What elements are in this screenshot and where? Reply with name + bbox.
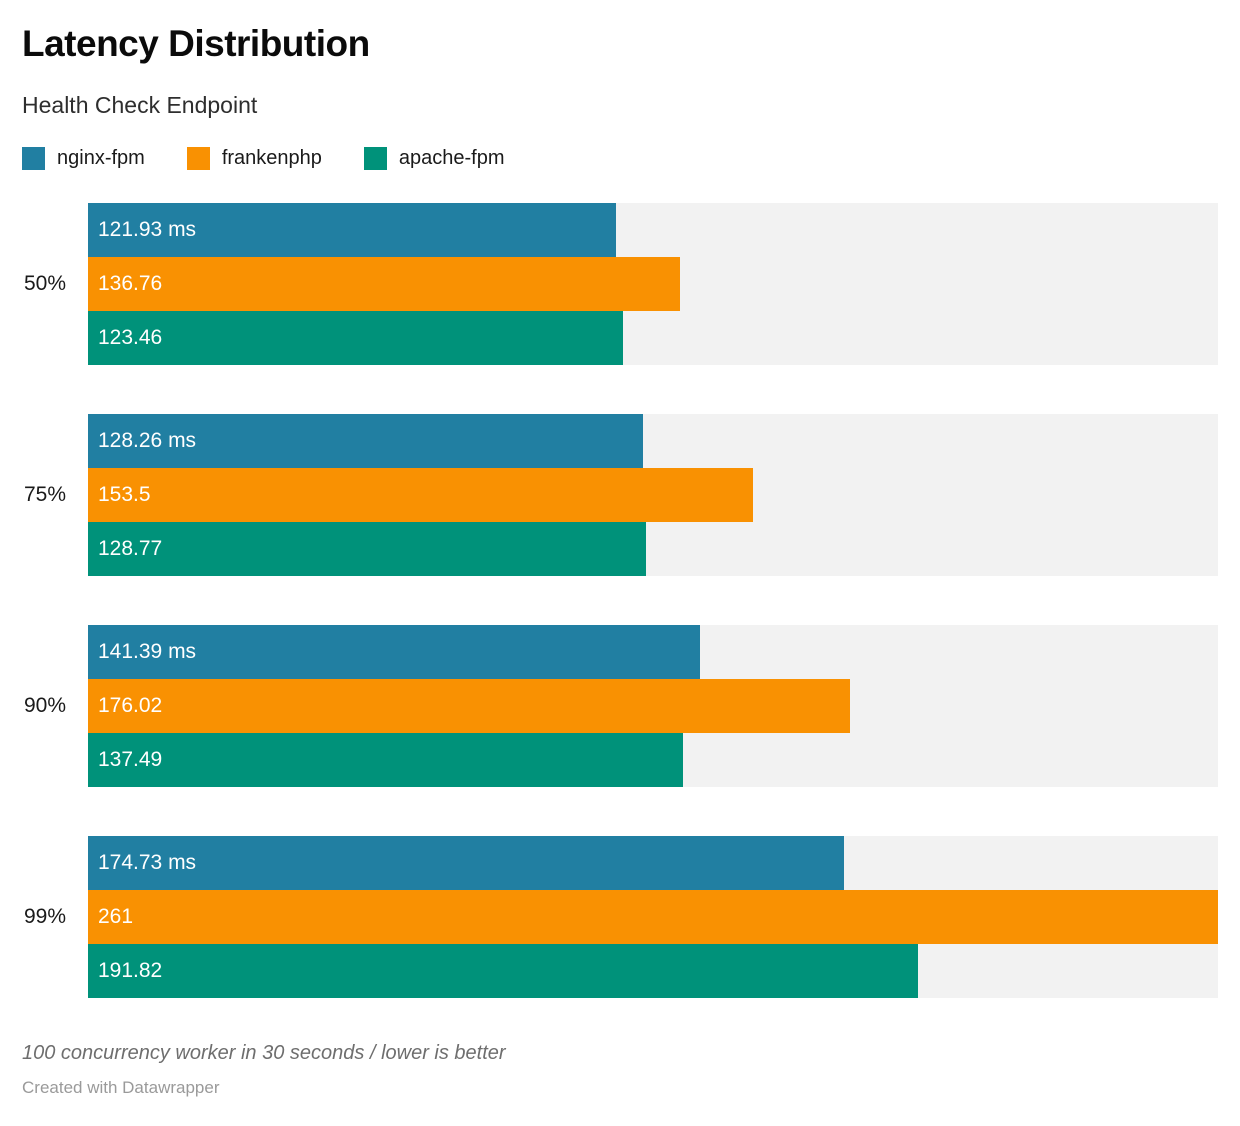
legend-swatch-icon: [22, 147, 45, 170]
datawrapper-credit: Created with Datawrapper: [22, 1078, 220, 1097]
bar-row-nginx-fpm: 121.93 ms: [88, 203, 1218, 257]
bar-value-label: 261: [98, 905, 134, 928]
bar-apache-fpm: 123.46: [88, 311, 623, 365]
bar-row-apache-fpm: 137.49: [88, 733, 1218, 787]
bar-value-label: 128.26 ms: [98, 429, 197, 452]
bar-nginx-fpm: 174.73 ms: [88, 836, 845, 890]
bar-group-50pct: 50% 121.93 ms 136.76 123.46: [0, 203, 1218, 365]
bar-row-nginx-fpm: 128.26 ms: [88, 414, 1218, 468]
bar-rows: 121.93 ms 136.76 123.46: [88, 203, 1218, 365]
bar-value-label: 123.46: [98, 326, 163, 349]
page-subtitle: Health Check Endpoint: [22, 92, 258, 118]
legend-label: apache-fpm: [398, 147, 505, 169]
bar-apache-fpm: 191.82: [88, 944, 919, 998]
category-label: 75%: [23, 483, 66, 506]
bar-rows: 141.39 ms 176.02 137.49: [88, 625, 1218, 787]
legend-swatch-icon: [186, 147, 210, 170]
chart-legend: nginx-fpm frankenphp apache-fpm: [22, 147, 1218, 170]
category-label: 99%: [23, 905, 66, 928]
bar-frankenphp: 176.02: [88, 679, 851, 733]
category-label: 90%: [23, 694, 66, 717]
bar-row-frankenphp: 261: [88, 890, 1218, 944]
bar-nginx-fpm: 128.26 ms: [88, 414, 644, 468]
legend-item-apache-fpm: apache-fpm: [363, 147, 505, 170]
chart-header: Latency Distribution Health Check Endpoi…: [0, 0, 1240, 170]
chart-footer: 100 concurrency worker in 30 seconds / l…: [22, 1040, 1218, 1099]
bar-value-label: 121.93 ms: [98, 218, 197, 241]
bar-rows: 174.73 ms 261 191.82: [88, 836, 1218, 998]
bar-chart: 50% 121.93 ms 136.76 123.46 75% 128.26 ms 153.…: [0, 203, 1218, 998]
page-title: Latency Distribution: [22, 23, 370, 64]
bar-apache-fpm: 128.77: [88, 522, 646, 576]
bar-row-apache-fpm: 123.46: [88, 311, 1218, 365]
bar-frankenphp: 136.76: [88, 257, 681, 311]
bar-nginx-fpm: 121.93 ms: [88, 203, 616, 257]
bar-row-nginx-fpm: 174.73 ms: [88, 836, 1218, 890]
bar-value-label: 128.77: [98, 537, 163, 560]
bar-value-label: 174.73 ms: [98, 851, 197, 874]
footer-note: 100 concurrency worker in 30 seconds / l…: [22, 1042, 506, 1064]
bar-value-label: 136.76: [98, 272, 163, 295]
legend-item-frankenphp: frankenphp: [186, 147, 322, 170]
bar-row-frankenphp: 136.76: [88, 257, 1218, 311]
legend-label: frankenphp: [221, 147, 322, 169]
bar-value-label: 191.82: [98, 959, 163, 982]
bar-apache-fpm: 137.49: [88, 733, 684, 787]
legend-swatch-icon: [363, 147, 387, 170]
bar-row-apache-fpm: 128.77: [88, 522, 1218, 576]
bar-frankenphp: 261: [88, 890, 1218, 944]
bar-group-75pct: 75% 128.26 ms 153.5 128.77: [0, 414, 1218, 576]
bar-row-frankenphp: 153.5: [88, 468, 1218, 522]
bar-nginx-fpm: 141.39 ms: [88, 625, 701, 679]
bar-value-label: 153.5: [98, 483, 151, 506]
legend-item-nginx-fpm: nginx-fpm: [22, 147, 145, 170]
bar-row-nginx-fpm: 141.39 ms: [88, 625, 1218, 679]
bar-group-90pct: 90% 141.39 ms 176.02 137.49: [0, 625, 1218, 787]
bar-value-label: 137.49: [98, 748, 163, 771]
bar-value-label: 176.02: [98, 694, 163, 717]
bar-frankenphp: 153.5: [88, 468, 753, 522]
bar-row-apache-fpm: 191.82: [88, 944, 1218, 998]
category-label: 50%: [23, 272, 66, 295]
bar-value-label: 141.39 ms: [98, 640, 197, 663]
bar-group-99pct: 99% 174.73 ms 261 191.82: [0, 836, 1218, 998]
bar-row-frankenphp: 176.02: [88, 679, 1218, 733]
bar-rows: 128.26 ms 153.5 128.77: [88, 414, 1218, 576]
legend-label: nginx-fpm: [57, 147, 145, 169]
